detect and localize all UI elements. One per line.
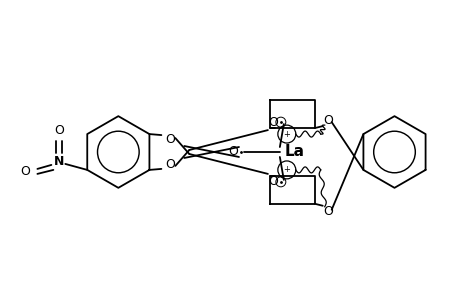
Text: O: O [21, 165, 30, 178]
Text: O: O [165, 133, 175, 146]
Text: O: O [54, 124, 64, 136]
Text: +: + [283, 165, 290, 174]
Text: La: La [284, 145, 304, 160]
Text: O: O [267, 116, 277, 129]
Text: O: O [322, 205, 332, 218]
Text: +: + [283, 130, 290, 139]
Text: N: N [54, 155, 64, 168]
Text: O: O [267, 176, 277, 188]
Text: O: O [165, 158, 175, 171]
Text: O: O [228, 146, 237, 158]
Text: O: O [322, 114, 332, 127]
